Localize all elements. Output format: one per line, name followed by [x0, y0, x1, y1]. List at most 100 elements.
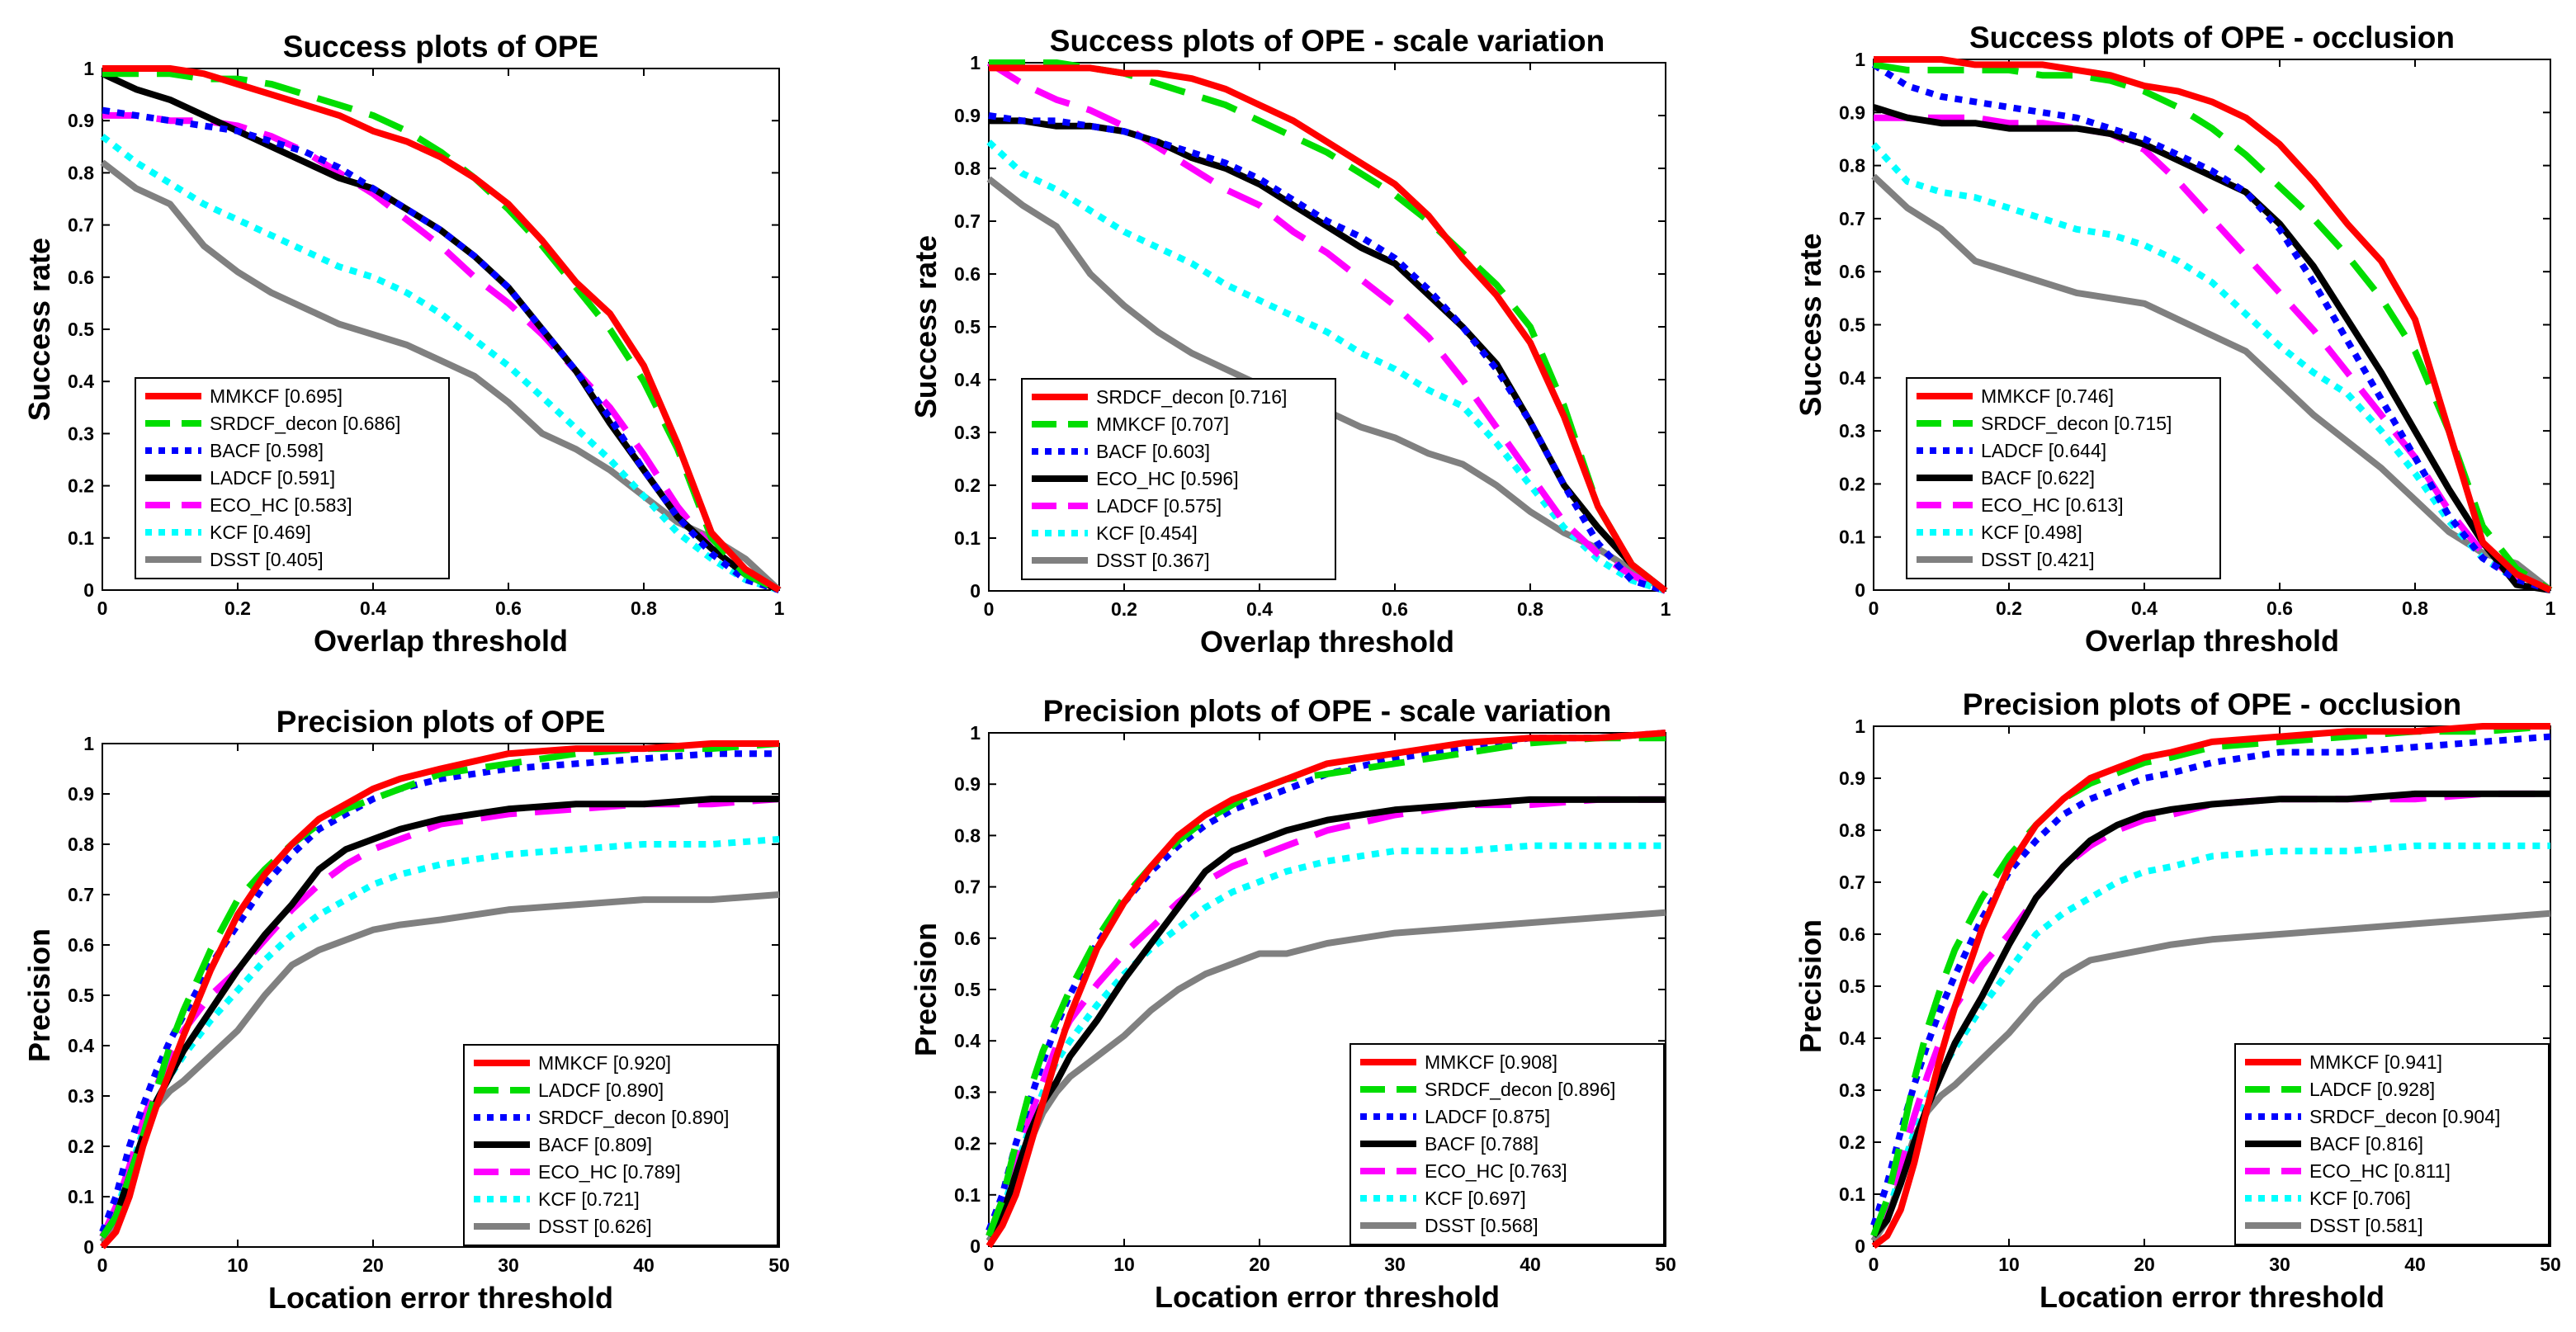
y-tick-label: 0.1 — [954, 527, 981, 549]
legend-entry: SRDCF_decon [0.686] — [210, 413, 400, 434]
series-line-mmkcf — [102, 65, 782, 593]
x-tick-label: 0 — [97, 598, 108, 619]
legend-entry: ECO_HC [0.811] — [2309, 1160, 2451, 1182]
y-tick-label: 1 — [83, 733, 94, 754]
x-tick-label: 0.8 — [2402, 598, 2428, 619]
legend-entry: SRDCF_decon [0.896] — [1425, 1079, 1615, 1100]
y-tick-label: 0.8 — [1839, 155, 1865, 177]
series-line-mmkcf — [1874, 56, 2552, 593]
x-tick-label: 0.6 — [1382, 598, 1408, 620]
y-tick-label: 0.9 — [954, 105, 981, 126]
y-tick-label: 0.8 — [68, 834, 94, 855]
legend-entry: MMKCF [0.695] — [210, 385, 343, 407]
y-tick-label: 0.5 — [954, 979, 981, 1000]
legend-entry: KCF [0.721] — [538, 1188, 640, 1210]
series-line-bacf — [1872, 104, 2551, 593]
series-line-mmkcf — [985, 730, 1666, 1249]
x-tick-label: 10 — [1998, 1254, 2020, 1275]
series-line-srdcf-decon — [989, 64, 1668, 594]
legend-entry: ECO_HC [0.613] — [1981, 494, 2124, 516]
series-line-srdcf-decon — [985, 734, 1666, 1238]
x-tick-label: 50 — [2540, 1254, 2561, 1275]
legend-entry: BACF [0.622] — [1981, 467, 2095, 489]
chart-success-ope: Success plots of OPE 0 0.1 0.2 0.3 0.4 0.5 0.6 0… — [22, 30, 785, 658]
y-tick-label: 0.5 — [1839, 975, 1865, 997]
x-tick-label: 10 — [1113, 1254, 1135, 1275]
series-line-ladcf — [986, 59, 1667, 594]
legend-entry: DSST [0.581] — [2309, 1215, 2423, 1236]
y-tick-label: 0.3 — [68, 423, 94, 444]
series-line-ladcf — [985, 730, 1666, 1232]
y-tick-label: 1 — [970, 722, 981, 744]
y-tick-label: 0.6 — [1839, 261, 1865, 282]
y-tick-label: 0.7 — [1839, 208, 1865, 229]
y-tick-label: 0.2 — [68, 1136, 94, 1157]
y-axis-label: Success rate — [909, 235, 943, 418]
y-tick-label: 0.7 — [954, 876, 981, 898]
y-tick-label: 0.8 — [954, 824, 981, 846]
y-tick-label: 0.9 — [1839, 102, 1865, 123]
series-line-kcf — [100, 134, 781, 593]
chart-title: Success plots of OPE — [283, 30, 598, 64]
x-tick-label: 0.2 — [225, 598, 251, 619]
x-tick-label: 0.6 — [2266, 598, 2293, 619]
chart-precision-scale-variation: Precision plots of OPE - scale variation… — [909, 694, 1676, 1314]
legend-entry: DSST [0.367] — [1096, 550, 1210, 571]
y-tick-label: 0.4 — [68, 1035, 94, 1056]
legend-entry: LADCF [0.644] — [1981, 440, 2106, 461]
legend: MMKCF [0.746] SRDCF_decon [0.715] LADCF [0… — [1906, 377, 2221, 579]
y-tick-label: 0.2 — [954, 475, 981, 496]
y-tick-label: 0.3 — [954, 422, 981, 443]
x-tick-label: 0.8 — [631, 598, 657, 619]
legend: SRDCF_decon [0.716] MMKCF [0.707] BACF [0.… — [1021, 378, 1336, 580]
legend-entry: KCF [0.706] — [2309, 1188, 2411, 1209]
chart-precision-occlusion: Precision plots of OPE - occlusion 0 0.1 0.… — [1794, 687, 2561, 1314]
y-tick-label: 1 — [1855, 49, 1865, 70]
y-tick-label: 1 — [1855, 716, 1865, 737]
legend-entry: BACF [0.816] — [2309, 1133, 2423, 1155]
chart-success-occlusion: Success plots of OPE - occlusion 0 0.1 0.2 0… — [1794, 21, 2556, 658]
x-tick-label: 0 — [1869, 1254, 1879, 1275]
legend-entry: MMKCF [0.941] — [2309, 1051, 2442, 1073]
legend-entry: SRDCF_decon [0.715] — [1981, 413, 2172, 434]
legend-entry: MMKCF [0.746] — [1981, 385, 2114, 407]
legend-box — [135, 377, 450, 579]
y-tick-label: 0.1 — [1839, 1183, 1865, 1205]
y-tick-label: 0.4 — [1839, 1027, 1865, 1049]
legend-entry: LADCF [0.875] — [1425, 1106, 1550, 1127]
legend-entry: SRDCF_decon [0.904] — [2309, 1106, 2500, 1127]
y-tick-label: 0.7 — [68, 884, 94, 905]
x-axis-label: Overlap threshold — [2085, 624, 2339, 658]
legend-entry: LADCF [0.591] — [210, 467, 335, 489]
y-tick-label: 0.6 — [68, 934, 94, 956]
x-tick-label: 50 — [768, 1254, 790, 1276]
legend: MMKCF [0.920] LADCF [0.890] SRDCF_decon [0… — [463, 1044, 778, 1246]
y-tick-label: 0.7 — [68, 215, 94, 236]
series-line-eco-hc — [99, 796, 780, 1239]
y-tick-label: 0.6 — [954, 263, 981, 285]
legend-entry: DSST [0.626] — [538, 1216, 652, 1237]
chart-title: Success plots of OPE - occlusion — [1969, 21, 2455, 54]
x-tick-label: 0.2 — [1111, 598, 1137, 620]
series-line-dsst — [100, 159, 782, 593]
y-tick-label: 1 — [83, 58, 94, 79]
chart-success-scale-variation: Success plots of OPE - scale variation00… — [909, 24, 1671, 659]
x-tick-label: 30 — [498, 1254, 519, 1276]
y-axis-label: Precision — [22, 928, 56, 1062]
series-line-bacf — [988, 112, 1667, 594]
x-tick-label: 0.6 — [495, 598, 522, 619]
legend-entry: MMKCF [0.908] — [1425, 1051, 1557, 1073]
y-tick-label: 1 — [970, 52, 981, 73]
legend-entry: ECO_HC [0.583] — [210, 494, 352, 516]
y-tick-label: 0.1 — [68, 1186, 94, 1207]
legend-entry: KCF [0.697] — [1425, 1188, 1526, 1209]
y-tick-label: 0.1 — [1839, 527, 1865, 548]
y-tick-label: 0.8 — [68, 162, 94, 183]
x-tick-label: 0.4 — [360, 598, 386, 619]
chart-title: Success plots of OPE - scale variation — [1050, 24, 1605, 58]
legend-entry: LADCF [0.575] — [1096, 495, 1222, 517]
y-tick-label: 0.5 — [68, 319, 94, 340]
y-tick-label: 0 — [83, 579, 94, 601]
legend-entry: DSST [0.421] — [1981, 549, 2095, 570]
x-tick-label: 20 — [2134, 1254, 2155, 1275]
